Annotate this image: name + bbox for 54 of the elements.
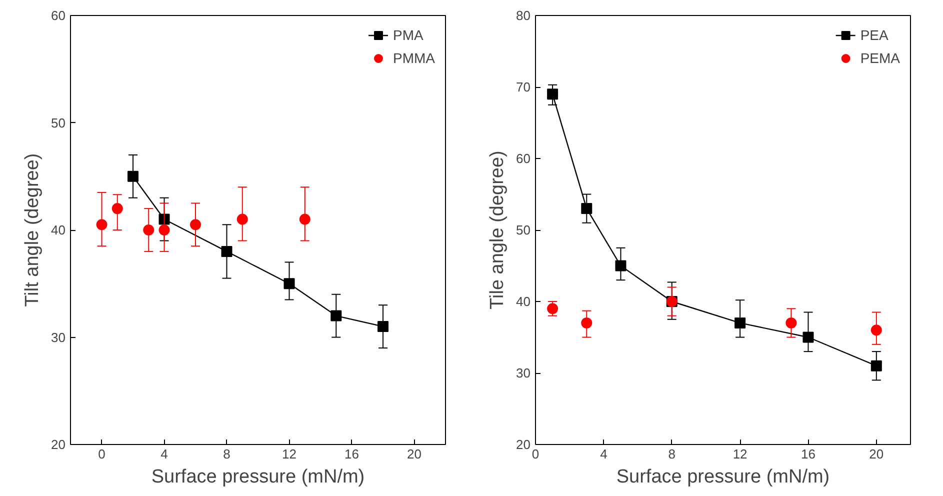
point [96,219,108,230]
x-tick-label: 12 [282,446,296,462]
y-tick-label: 30 [516,366,531,380]
legend-label: PMA [393,27,424,43]
x-tick-label: 8 [668,446,676,462]
x-tick-label: 16 [800,446,816,462]
y-tick-label: 30 [51,330,66,345]
x-tick-label: 20 [407,446,422,462]
point [581,317,592,328]
y-tick-label: 50 [516,222,531,238]
y-tick-label: 70 [516,80,531,94]
point [615,260,626,272]
point [786,317,797,328]
y-tick-label: 50 [51,115,66,130]
x-tick-label: 0 [98,446,106,462]
y-axis-title: Tilt angle (degree) [22,153,44,307]
point [870,324,882,336]
y-axis-title: Tile angle (degree) [487,150,508,310]
x-axis-title: Surface pressure (mN/m) [151,466,365,488]
x-axis-title: Surface pressure (mN/m) [616,466,830,488]
legend-label: PMMA [393,50,435,66]
point [128,170,138,182]
y-tick-label: 20 [51,437,66,452]
point [158,214,170,225]
y-tick-label: 60 [51,8,66,23]
x-tick-label: 12 [732,446,748,462]
y-tick-label: 20 [516,437,531,452]
point [378,321,388,332]
point [330,310,342,322]
point [802,332,814,343]
y-tick-label: 40 [516,294,531,309]
point [236,214,248,225]
x-tick-label: 16 [344,446,359,462]
point [284,278,295,290]
point [299,214,310,225]
x-tick-label: 4 [600,446,608,462]
point [581,203,592,214]
point [547,88,558,100]
point [221,246,232,257]
legend-label: PEA [860,27,888,43]
point [190,219,201,230]
point [870,360,882,372]
y-tick-label: 60 [516,151,531,166]
point [112,203,123,214]
point [158,224,170,236]
y-tick-label: 80 [516,8,531,23]
point [143,224,154,236]
x-tick-label: 0 [532,446,540,462]
x-tick-label: 4 [160,446,168,462]
point [734,317,746,328]
legend-label: PEMA [860,50,900,66]
x-tick-label: 8 [223,446,230,462]
x-tick-label: 20 [869,446,884,462]
y-tick-label: 40 [51,222,66,238]
